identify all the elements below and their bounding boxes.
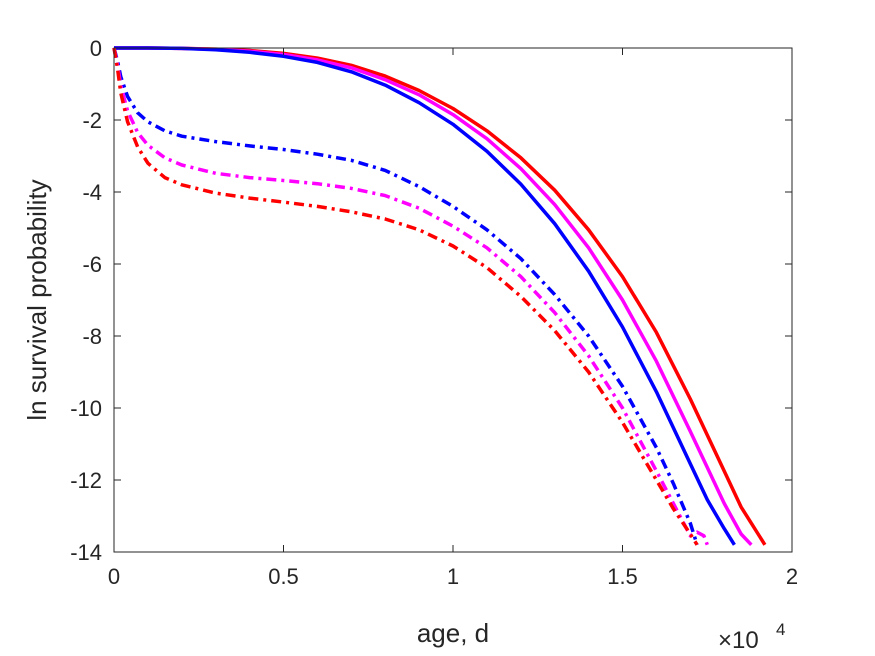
x-multiplier-base: ×10 <box>718 627 759 654</box>
x-tick-label: 1 <box>447 564 459 589</box>
x-multiplier-exponent: 4 <box>776 620 785 639</box>
x-axis-label: age, d <box>417 618 489 648</box>
series-group <box>112 46 767 547</box>
y-axis-label: ln survival probability <box>22 179 52 420</box>
y-tick-label: -6 <box>82 252 102 277</box>
y-tick-label: -8 <box>82 324 102 349</box>
plot-area <box>114 48 792 552</box>
series-line-4 <box>112 47 699 546</box>
x-tick-label: 0 <box>108 564 120 589</box>
y-tick-label: -14 <box>70 540 102 565</box>
y-tick-label: -2 <box>82 108 102 133</box>
x-tick-label: 2 <box>786 564 798 589</box>
x-axis-multiplier: ×10 4 <box>718 620 785 654</box>
y-tick-label: -10 <box>70 396 102 421</box>
x-tick-label: 1.5 <box>607 564 638 589</box>
y-tick-label: -4 <box>82 180 102 205</box>
x-ticks: 0 0.5 1 1.5 2 <box>108 48 798 589</box>
y-tick-label: 0 <box>90 36 102 61</box>
x-tick-label: 0.5 <box>268 564 299 589</box>
y-tick-label: -12 <box>70 468 102 493</box>
series-line-3 <box>114 46 736 546</box>
y-ticks: 0 -2 -4 -6 -8 -10 -12 -14 <box>70 36 792 565</box>
